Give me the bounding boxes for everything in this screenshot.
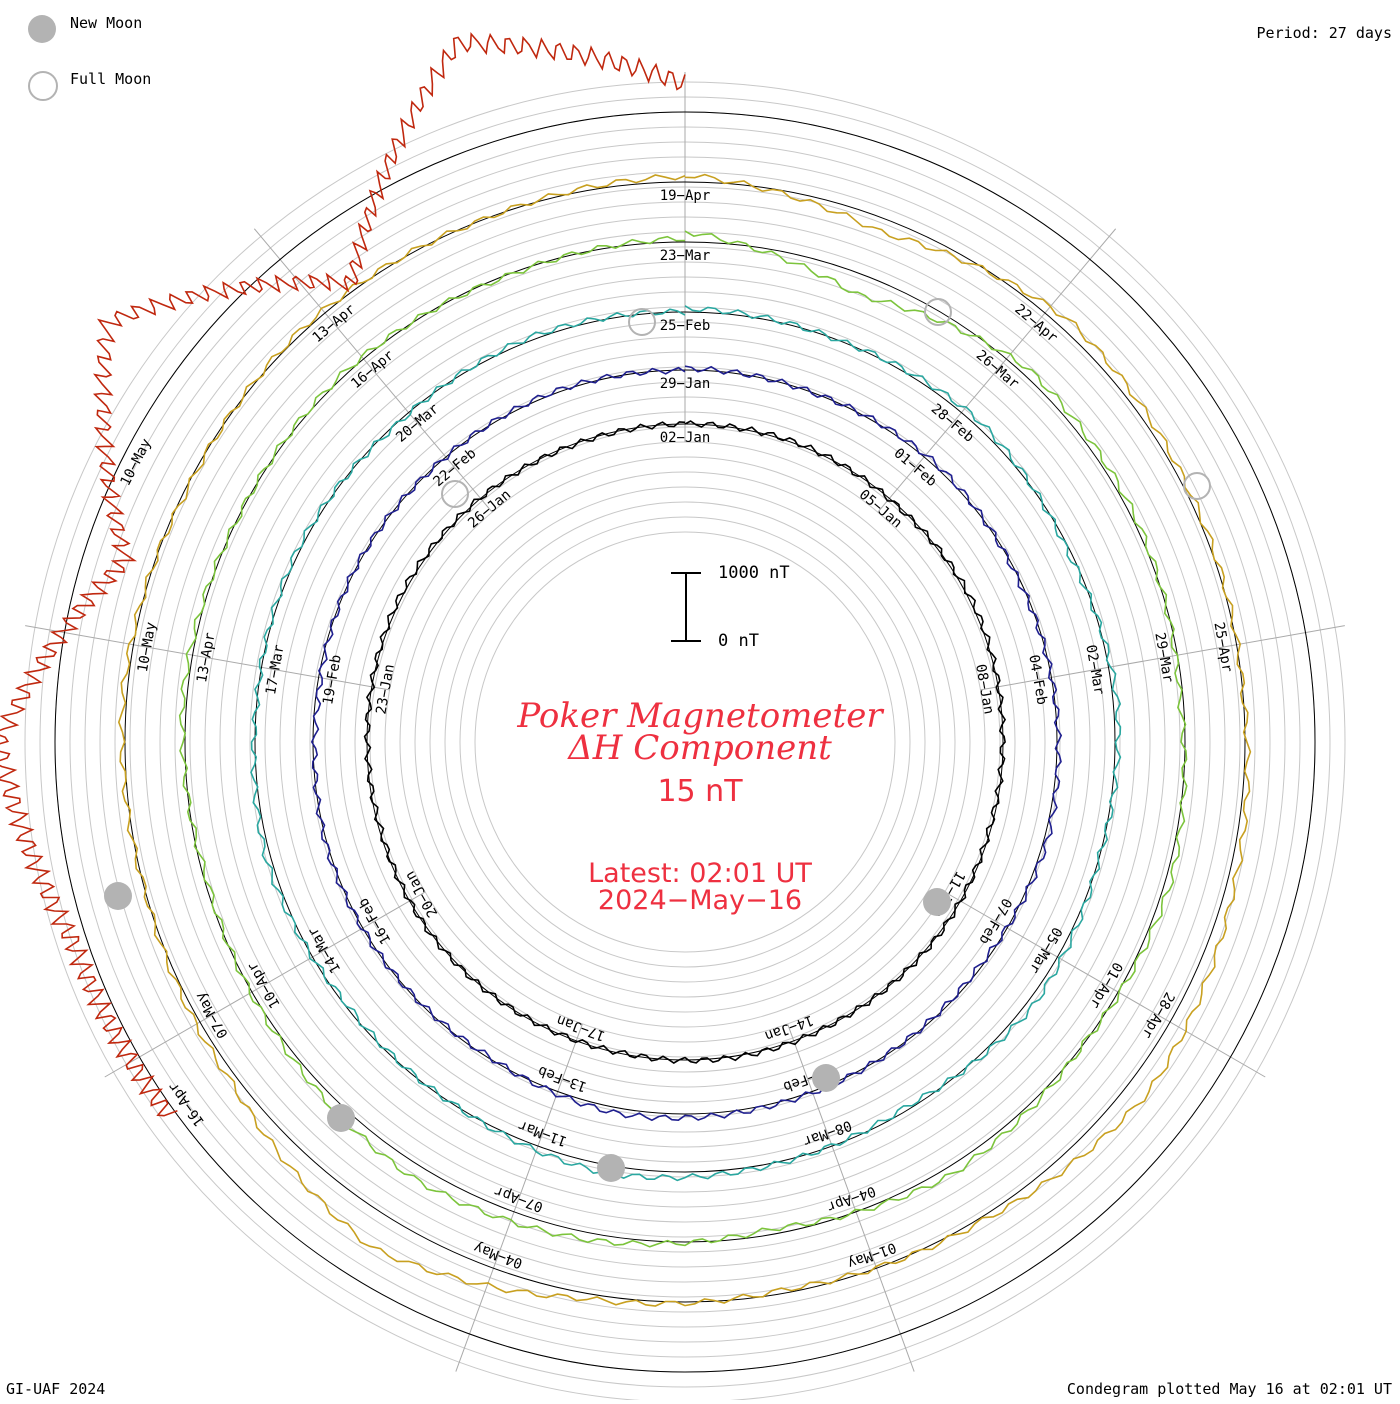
date-tick-label: 22−Apr <box>1011 301 1060 346</box>
series-trace <box>250 305 1122 1182</box>
full-moon-marker <box>1183 472 1211 500</box>
new-moon-legend-label: New Moon <box>70 14 143 32</box>
date-tick-label: 04−May <box>472 1239 525 1271</box>
new-moon-marker <box>812 1064 840 1092</box>
new-moon-marker <box>923 888 951 916</box>
series-trace <box>310 365 1063 1122</box>
grid-circle <box>444 501 926 983</box>
spoke-line <box>877 228 1117 513</box>
series-trace <box>0 31 686 1117</box>
new-moon-marker <box>327 1104 355 1132</box>
spoke-line <box>25 625 390 691</box>
spoke-line <box>944 891 1266 1078</box>
new-moon-marker <box>597 1154 625 1182</box>
chart-title-line2: ΔH Component <box>568 728 832 768</box>
period-label: Period: 27 days <box>1256 24 1392 42</box>
current-value: 15 nT <box>657 774 743 809</box>
plotted-timestamp: Condegram plotted May 16 at 02:01 UT <box>1066 1380 1392 1398</box>
series-trace <box>117 173 1252 1307</box>
grid-circle <box>399 456 971 1028</box>
spoke-line <box>787 1023 915 1372</box>
date-tick-label: 07−Apr <box>492 1182 545 1214</box>
grid-circle <box>459 516 911 968</box>
series-trace <box>363 420 1007 1064</box>
spoke-line <box>980 625 1345 691</box>
full-moon-legend-label: Full Moon <box>70 70 152 88</box>
series-trace <box>178 230 1188 1248</box>
date-tick-label: 10−May <box>118 436 155 488</box>
spoke-line <box>253 228 493 513</box>
date-tick-label: 23−Mar <box>660 248 711 264</box>
date-tick-label: 25−Apr <box>1210 621 1235 674</box>
date-tick-label: 13−Apr <box>310 301 359 346</box>
baseline-circle <box>54 111 1316 1373</box>
full-moon-marker <box>628 308 656 336</box>
date-tick-label: 16−Apr <box>165 1079 208 1129</box>
grid-circle <box>414 471 956 1013</box>
grid-circle <box>429 486 941 998</box>
date-tick-label: 13−Apr <box>194 631 219 684</box>
grid-circle <box>474 531 896 953</box>
date-tick-label: 16−Apr <box>348 347 397 392</box>
date-tick-label: 25−Feb <box>660 318 711 334</box>
baseline-circle <box>312 369 1058 1115</box>
spoke-line <box>104 891 426 1078</box>
full-moon-marker <box>924 298 952 326</box>
spoke-line <box>455 1023 583 1372</box>
full-moon-marker <box>441 480 469 508</box>
scale-top-label: 1000 nT <box>718 563 790 583</box>
scale-bottom-label: 0 nT <box>718 631 759 651</box>
date-tick-label: 22−Feb <box>430 445 479 490</box>
new-moon-legend-icon <box>28 15 56 43</box>
chart-title-line1: Poker Magnetometer <box>517 696 883 736</box>
latest-time: Latest: 02:01 UT <box>588 858 812 889</box>
date-tick-label: 29−Jan <box>660 376 711 392</box>
date-tick-label: 01−May <box>845 1239 898 1271</box>
date-tick-label: 14−Mar <box>305 924 344 976</box>
date-tick-label: 10−May <box>135 621 160 674</box>
date-tick-label: 26−Mar <box>973 347 1022 392</box>
baseline-circle <box>184 241 1186 1243</box>
new-moon-marker <box>104 882 132 910</box>
latest-date: 2024−May−16 <box>597 885 803 916</box>
credit-label: GI-UAF 2024 <box>6 1380 106 1398</box>
date-tick-label: 01−Feb <box>891 445 940 490</box>
date-tick-label: 02−Jan <box>660 430 711 446</box>
date-tick-label: 19−Apr <box>660 188 711 204</box>
full-moon-legend-icon <box>28 71 58 101</box>
